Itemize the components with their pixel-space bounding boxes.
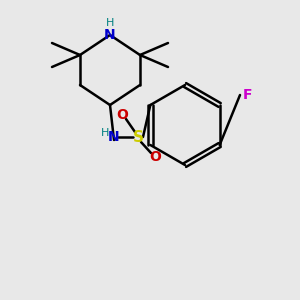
Text: O: O — [116, 108, 128, 122]
Text: O: O — [149, 150, 161, 164]
Text: H: H — [101, 128, 109, 138]
Text: N: N — [104, 28, 116, 42]
Text: S: S — [133, 130, 143, 145]
Text: F: F — [243, 88, 253, 102]
Text: H: H — [106, 18, 114, 28]
Text: N: N — [108, 130, 120, 144]
